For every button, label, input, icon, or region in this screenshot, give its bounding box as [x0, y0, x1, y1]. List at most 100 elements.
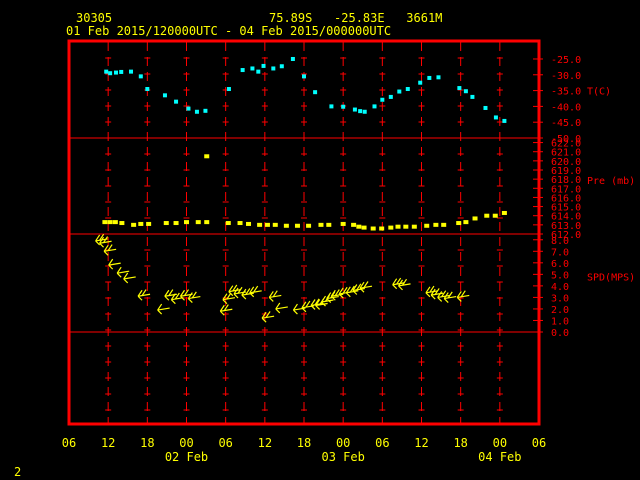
- wind-barb-feather: [441, 290, 447, 298]
- wind-barb-feather: [310, 299, 316, 306]
- wind-barb: [157, 303, 170, 315]
- x-tick-label: 06: [218, 436, 232, 450]
- temperature-point: [329, 104, 334, 109]
- wind-barb: [268, 290, 282, 302]
- temperature-point: [256, 69, 261, 74]
- wind-barb-feather: [437, 291, 443, 298]
- wind-barb: [99, 236, 112, 248]
- pressure-y-tick-label: 622.0: [551, 139, 581, 150]
- pressure-point: [163, 221, 169, 226]
- wind-barb-feather: [396, 277, 402, 285]
- pressure-point: [204, 220, 210, 225]
- wind-barb-shaft: [359, 285, 373, 289]
- pressure-y-tick-label: 619.0: [551, 166, 581, 177]
- pressure-point: [257, 222, 263, 227]
- wind-barb-shaft: [457, 294, 470, 299]
- temperature-y-tick-label: -50.0: [551, 134, 581, 145]
- wind-barb-tail: [330, 295, 336, 301]
- wind-barb: [456, 290, 470, 302]
- wind-barb-feather: [103, 236, 109, 243]
- pressure-point: [492, 213, 498, 218]
- wind-barb-tail: [338, 293, 344, 299]
- temperature-point: [104, 69, 109, 74]
- temperature-point: [108, 71, 113, 76]
- wind-barb-tail: [437, 296, 443, 302]
- wind-barb: [392, 277, 405, 290]
- temperature-point: [290, 56, 295, 61]
- wind-barb: [345, 285, 359, 298]
- pressure-point: [294, 223, 300, 228]
- wind-barb-feather: [180, 289, 185, 297]
- temperature-point: [405, 87, 410, 92]
- pressure-y-tick-label: 618.0: [551, 175, 581, 186]
- wind-barb-feather: [314, 298, 320, 306]
- pressure-point: [370, 226, 376, 231]
- wind-barb-tail: [345, 292, 351, 298]
- wind-barb-tail: [170, 299, 176, 305]
- wind-barb-feather: [268, 291, 274, 298]
- pressure-point: [356, 224, 362, 229]
- x-tick-label: 18: [453, 436, 467, 450]
- wind-barb-feather: [447, 291, 453, 299]
- wind-barb: [137, 289, 151, 301]
- wind-barb-tail: [249, 292, 255, 298]
- wind-barb-shaft: [228, 289, 241, 293]
- wind-y-tick-label: 6.0: [551, 259, 569, 270]
- wind-barb-feather: [359, 281, 365, 289]
- x-tick-label: 00: [179, 436, 193, 450]
- station-location: 75.89S -25.83E 3661M: [269, 11, 443, 25]
- wind-barb-shaft: [275, 306, 288, 310]
- temperature-panel-label: T(C): [587, 87, 611, 98]
- wind-barb-feather: [237, 286, 243, 294]
- pressure-y-tick-label: 621.0: [551, 148, 581, 159]
- x-day-label: 02 Feb: [165, 450, 208, 464]
- temperature-point: [240, 68, 245, 73]
- wind-barb-tail: [392, 284, 398, 290]
- wind-barb-shaft: [157, 307, 170, 311]
- pressure-point: [184, 220, 189, 225]
- wind-barb-tail: [137, 295, 143, 301]
- wind-barb-feather: [219, 304, 225, 312]
- wind-barb-feather: [356, 283, 362, 291]
- wind-barb-feather: [275, 302, 281, 310]
- temperature-point: [397, 89, 402, 94]
- wind-barb-shaft: [321, 299, 334, 303]
- wind-barb-tail: [352, 290, 358, 295]
- pressure-point: [411, 224, 417, 229]
- wind-barb-feather: [168, 289, 174, 296]
- x-tick-label: 18: [140, 436, 154, 450]
- wind-barb-feather: [292, 303, 298, 311]
- wind-barb: [330, 289, 344, 301]
- pressure-y-tick-label: 616.0: [551, 193, 581, 204]
- pressure-point: [441, 222, 447, 227]
- wind-barb: [261, 311, 275, 323]
- wind-y-tick-label: 8.0: [551, 236, 569, 247]
- wind-barb: [430, 288, 444, 300]
- pressure-point: [173, 221, 179, 226]
- wind-barb-shaft: [220, 308, 233, 312]
- temperature-point: [341, 104, 346, 109]
- pressure-point: [102, 220, 108, 225]
- temperature-point: [502, 118, 507, 123]
- temperature-point: [138, 74, 143, 79]
- wind-barb-feather: [272, 290, 278, 298]
- wind-barb: [123, 272, 136, 284]
- wind-barb-shaft: [241, 292, 254, 296]
- wind-barb-shaft: [352, 287, 365, 292]
- temperature-point: [162, 93, 167, 98]
- wind-barb-feather: [261, 311, 267, 319]
- wind-barb: [170, 292, 184, 305]
- pressure-point: [361, 225, 367, 230]
- wind-panel-label: SPD(MPS): [587, 273, 635, 284]
- wind-barb: [437, 290, 450, 302]
- pressure-point: [272, 222, 278, 227]
- wind-barb-feather: [334, 289, 340, 296]
- wind-barb-feather: [107, 244, 113, 251]
- wind-barb-shaft: [437, 294, 450, 299]
- pressure-point: [463, 220, 469, 225]
- temperature-point: [457, 86, 462, 91]
- temperature-point: [313, 90, 318, 95]
- wind-barb-shaft: [269, 294, 282, 299]
- x-tick-label: 00: [493, 436, 507, 450]
- pressure-point: [225, 221, 231, 226]
